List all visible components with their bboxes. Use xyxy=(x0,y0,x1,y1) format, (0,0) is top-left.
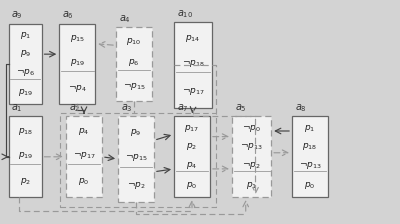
FancyBboxPatch shape xyxy=(9,24,42,104)
Text: $p_0$: $p_0$ xyxy=(78,176,90,187)
FancyBboxPatch shape xyxy=(174,116,210,197)
Text: $a_{{2}}$: $a_{{2}}$ xyxy=(69,102,80,114)
FancyBboxPatch shape xyxy=(9,116,42,197)
Text: $p_9$: $p_9$ xyxy=(130,127,142,138)
Text: $p_{19}$: $p_{19}$ xyxy=(18,150,33,161)
Text: $p_{19}$: $p_{19}$ xyxy=(70,57,85,68)
Text: $\neg p_2$: $\neg p_2$ xyxy=(242,159,261,170)
Text: $p_{17}$: $p_{17}$ xyxy=(184,123,200,134)
Text: $a_{{3}}$: $a_{{3}}$ xyxy=(121,102,133,114)
Text: $p_1$: $p_1$ xyxy=(246,180,257,191)
Text: $p_4$: $p_4$ xyxy=(186,159,198,170)
Text: $\neg p_{13}$: $\neg p_{13}$ xyxy=(299,159,321,170)
Text: $p_0$: $p_0$ xyxy=(304,180,316,191)
FancyBboxPatch shape xyxy=(59,24,95,104)
Text: $\neg p_{15}$: $\neg p_{15}$ xyxy=(125,152,147,163)
Text: $p_4$: $p_4$ xyxy=(78,126,90,137)
Text: $\neg p_2$: $\neg p_2$ xyxy=(127,180,145,191)
Text: $a_{{8}}$: $a_{{8}}$ xyxy=(295,102,307,114)
Text: $a_{{7}}$: $a_{{7}}$ xyxy=(177,102,189,114)
FancyBboxPatch shape xyxy=(66,116,102,197)
Text: $a_{{6}}$: $a_{{6}}$ xyxy=(62,9,74,21)
Text: $p_{18}$: $p_{18}$ xyxy=(18,126,33,137)
Text: $p_{18}$: $p_{18}$ xyxy=(302,141,318,152)
Text: $p_0$: $p_0$ xyxy=(186,180,198,191)
Text: $\neg p_4$: $\neg p_4$ xyxy=(68,83,87,94)
Text: $p_1$: $p_1$ xyxy=(20,30,31,41)
Text: $a_{{1}}$: $a_{{1}}$ xyxy=(12,102,23,114)
Text: $p_2$: $p_2$ xyxy=(20,176,31,187)
Text: $p_9$: $p_9$ xyxy=(20,48,31,59)
FancyBboxPatch shape xyxy=(232,116,271,197)
Text: $a_{{9}}$: $a_{{9}}$ xyxy=(12,9,23,21)
Text: $a_{{5}}$: $a_{{5}}$ xyxy=(235,102,247,114)
Text: $p_{15}$: $p_{15}$ xyxy=(70,33,85,44)
FancyBboxPatch shape xyxy=(174,22,212,108)
Text: $p_{19}$: $p_{19}$ xyxy=(18,87,33,98)
Text: $\neg p_6$: $\neg p_6$ xyxy=(16,67,35,78)
Text: $p_2$: $p_2$ xyxy=(186,141,198,152)
Text: $p_{14}$: $p_{14}$ xyxy=(185,33,201,44)
Text: $p_{10}$: $p_{10}$ xyxy=(126,36,142,47)
Text: $p_6$: $p_6$ xyxy=(128,57,140,68)
Text: $\neg p_0$: $\neg p_0$ xyxy=(242,123,261,134)
Text: $p_1$: $p_1$ xyxy=(304,123,316,134)
Text: $\neg p_{17}$: $\neg p_{17}$ xyxy=(73,150,95,161)
Text: $a_{{10}}$: $a_{{10}}$ xyxy=(177,8,193,20)
Text: $\neg p_{17}$: $\neg p_{17}$ xyxy=(182,86,204,97)
Text: $\neg p_{15}$: $\neg p_{15}$ xyxy=(123,81,145,92)
Text: $\neg p_{13}$: $\neg p_{13}$ xyxy=(240,141,263,152)
FancyBboxPatch shape xyxy=(116,27,152,101)
Text: $a_{{4}}$: $a_{{4}}$ xyxy=(119,13,131,25)
FancyBboxPatch shape xyxy=(118,116,154,202)
FancyBboxPatch shape xyxy=(292,116,328,197)
Text: $\neg p_{18}$: $\neg p_{18}$ xyxy=(182,58,204,69)
